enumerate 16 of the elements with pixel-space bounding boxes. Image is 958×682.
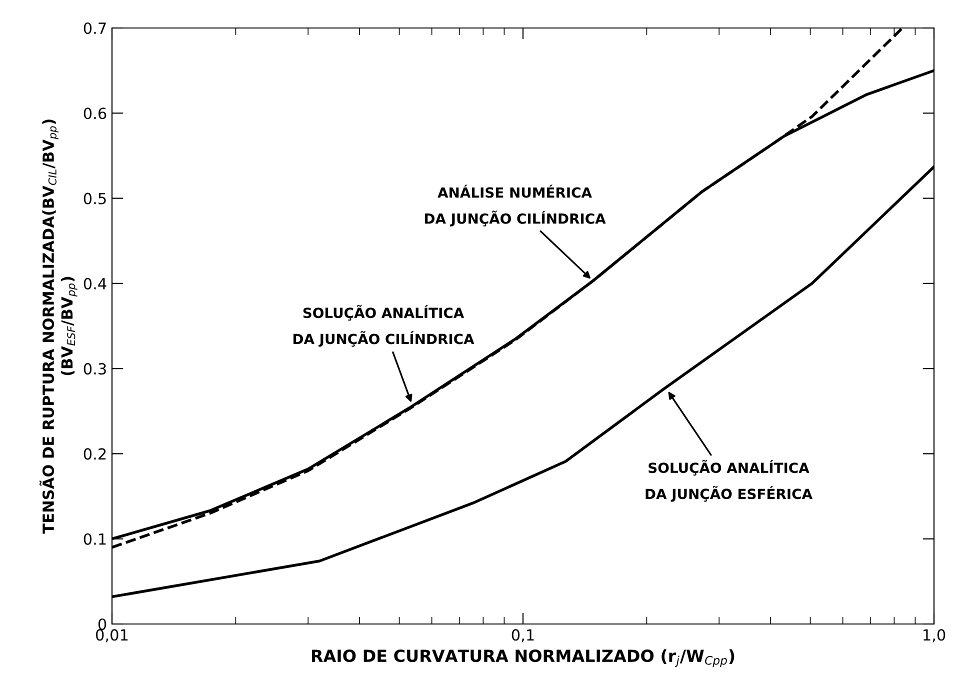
annotation: SOLUÇÃO ANALÍTICA DA JUNÇÃO CILÍNDRICA: [293, 304, 474, 347]
y-tick-label: 0: [98, 618, 106, 630]
annotation: SOLUÇÃO ANALÍTICA DA JUNÇÃO ESFÉRICA: [646, 460, 812, 502]
y-tick-label: 0.3: [84, 363, 106, 375]
y-tick-label: 0.6: [84, 108, 106, 120]
x-tick-label: 1,0: [924, 629, 946, 642]
x-tick-label: 0,1: [512, 629, 534, 642]
y-tick-label: 0.7: [84, 22, 106, 34]
y-tick-label: 0.4: [84, 278, 106, 290]
y-tick-label: 0.5: [84, 192, 106, 204]
y-tick-label: 0.2: [84, 448, 106, 460]
x-tick-label: 0,01: [96, 629, 128, 642]
y-tick-label: 0.1: [84, 533, 106, 545]
x-axis-title: RAIO DE CURVATURA NORMALIZADO (r$_{j}$/W$_{Cpp}$): [312, 649, 734, 668]
text: TENSÃO DE RUPTURA NORMALIZADA(BV$_{CIL}$/BV$_{pp}$) (BV$_{ESF}$/BV$_{pp}$): [40, 120, 78, 534]
annotation: ANÁLISE NUMÉRICA DA JUNÇÃO CILÍNDRICA: [425, 184, 606, 226]
